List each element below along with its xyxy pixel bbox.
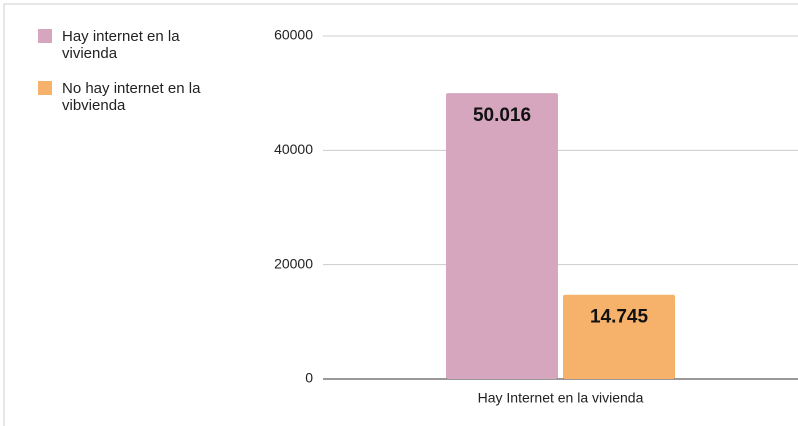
bar — [563, 294, 675, 379]
y-tick-label: 20000 — [274, 255, 313, 271]
y-tick-label: 40000 — [274, 141, 313, 157]
y-tick-label: 60000 — [274, 27, 313, 43]
legend-swatch — [38, 29, 52, 43]
legend-item: Hay internet en la vivienda — [38, 28, 222, 62]
data-label: 14.745 — [590, 307, 649, 328]
bar — [446, 93, 558, 380]
y-tick-label: 0 — [305, 370, 313, 386]
legend-label: No hay internet en la vibvienda — [62, 80, 201, 114]
x-tick-label: Hay Internet en la vivienda — [478, 390, 644, 406]
legend-item: No hay internet en la vibvienda — [38, 80, 222, 114]
legend-swatch — [38, 81, 52, 95]
legend-label: Hay internet en la vivienda — [62, 28, 180, 62]
data-label: 50.016 — [473, 105, 531, 126]
